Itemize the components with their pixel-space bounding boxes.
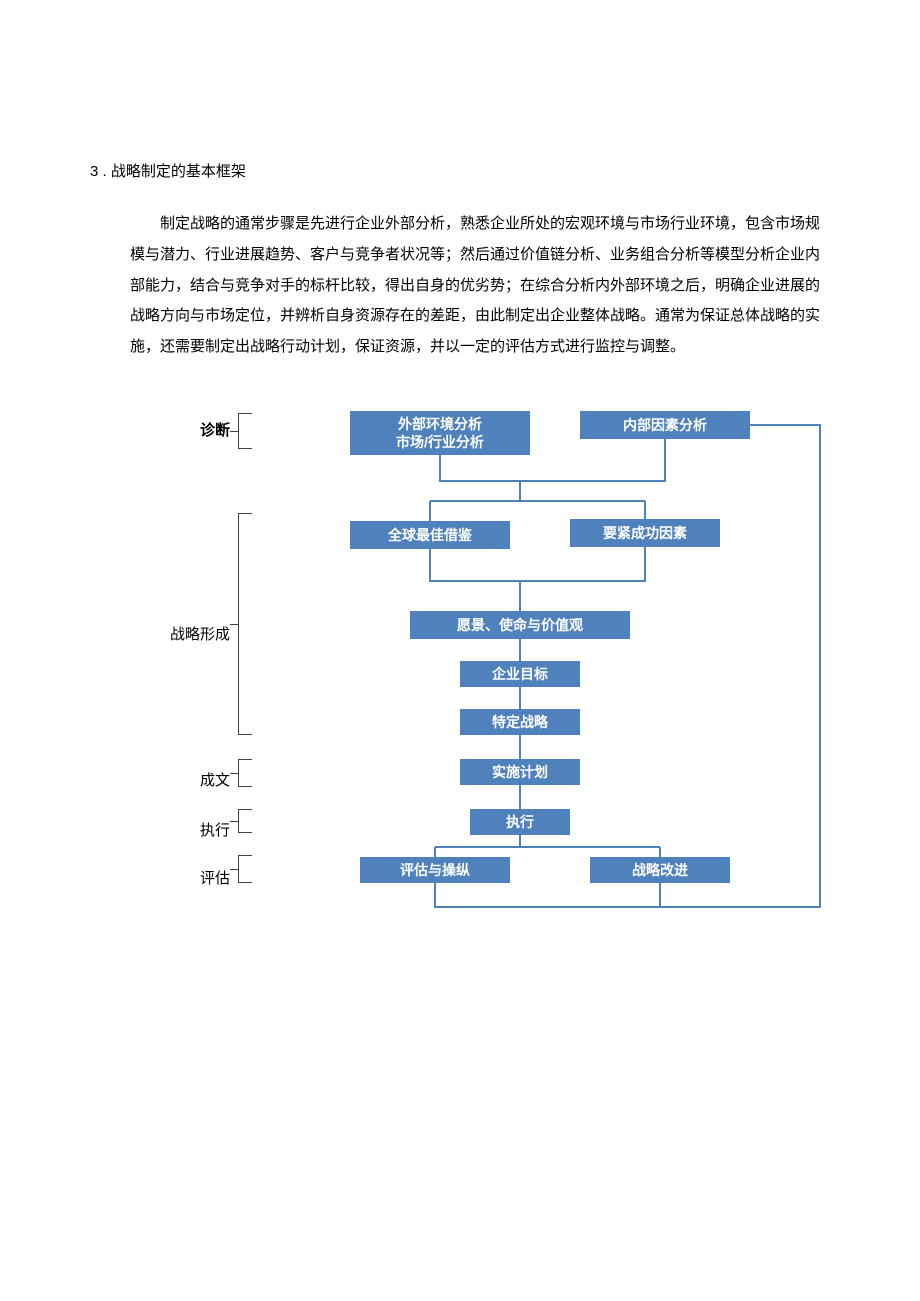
phase-label: 成文 [140, 769, 230, 790]
phase-label: 诊断 [140, 419, 230, 440]
phase-bracket [238, 413, 252, 449]
phase-label: 执行 [140, 819, 230, 840]
flow-node-n_exec: 执行 [470, 809, 570, 835]
phase-bracket-tail [230, 821, 238, 822]
phase-label: 评估 [140, 867, 230, 888]
strategy-flowchart: 诊断战略形成成文执行评估 外部环境分析 市场/行业分析 内部因素分析全球最佳借鉴 要紧… [120, 411, 860, 931]
phase-bracket-tail [230, 431, 238, 432]
phase-bracket-tail [230, 869, 238, 870]
flow-node-n_plan: 实施计划 [460, 759, 580, 785]
phase-bracket [238, 809, 252, 833]
flow-node-n_goal: 企业目标 [460, 661, 580, 687]
phase-bracket [238, 759, 252, 787]
flow-edge [430, 547, 645, 581]
phase-label: 战略形成 [140, 623, 230, 644]
flow-node-n_vision: 愿景、使命与价值观 [410, 611, 630, 639]
flow-node-n_ext: 外部环境分析 市场/行业分析 [350, 411, 530, 455]
section-heading: 3 . 战略制定的基本框架 [90, 160, 830, 181]
phase-bracket [238, 513, 252, 735]
document-page: 3 . 战略制定的基本框架 制定战略的通常步骤是先进行企业外部分析，熟悉企业所处… [0, 0, 920, 1011]
phase-bracket [238, 855, 252, 883]
flow-node-n_improve: 战略改进 [590, 857, 730, 883]
section-paragraph: 制定战略的通常步骤是先进行企业外部分析，熟悉企业所处的宏观环境与市场行业环境，包… [90, 209, 830, 363]
flow-node-n_eval: 评估与操纵 [360, 857, 510, 883]
flow-node-n_ksf: 要紧成功因素 [570, 519, 720, 547]
flow-node-n_int: 内部因素分析 [580, 411, 750, 439]
flow-node-n_strat: 特定战略 [460, 709, 580, 735]
phase-bracket-tail [230, 624, 238, 625]
phase-bracket-tail [230, 773, 238, 774]
flow-node-n_bench: 全球最佳借鉴 [350, 521, 510, 549]
